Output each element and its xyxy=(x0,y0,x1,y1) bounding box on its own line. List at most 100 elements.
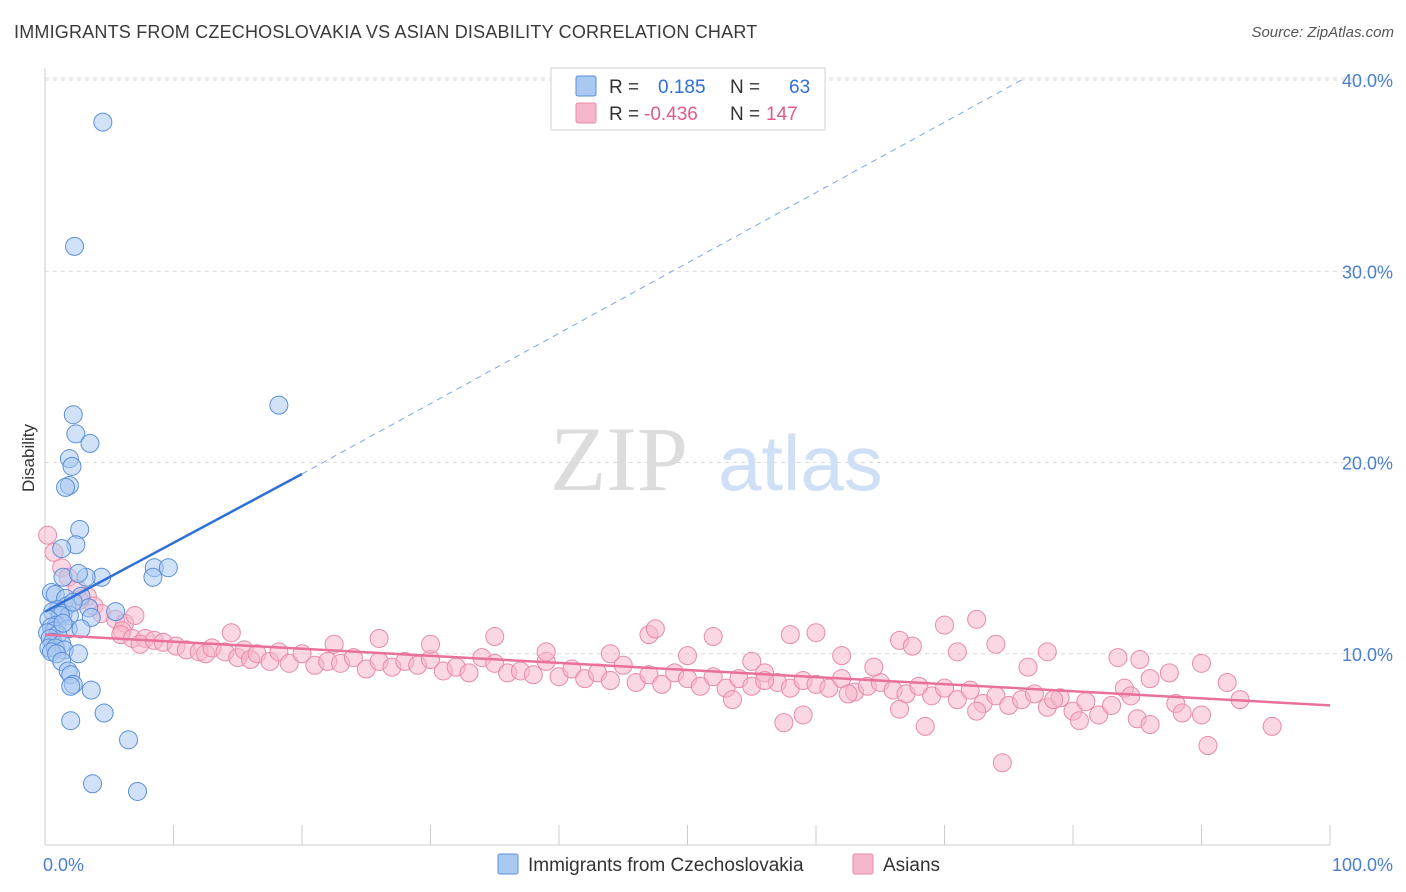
data-point-asians xyxy=(806,623,826,643)
data-point-czechoslovakia xyxy=(66,424,86,444)
data-point-asians xyxy=(523,665,543,685)
data-point-asians xyxy=(703,627,723,647)
data-point-czechoslovakia xyxy=(83,774,103,794)
asians-points xyxy=(38,525,1282,773)
y-tick-label: 30.0% xyxy=(1342,262,1393,282)
data-point-asians xyxy=(221,623,241,643)
correlation-legend: R = 0.185 N = 63 R = -0.436 N = 147 xyxy=(550,67,826,131)
data-point-asians xyxy=(1140,669,1160,689)
data-point-czechoslovakia xyxy=(52,539,72,559)
y-axis-label: Disability xyxy=(19,423,38,492)
data-point-asians xyxy=(793,705,813,725)
series-legend-label-pink: Asians xyxy=(883,855,940,876)
data-point-asians xyxy=(780,625,800,645)
axes xyxy=(44,68,1331,846)
data-point-asians xyxy=(1198,736,1218,756)
data-point-asians xyxy=(960,680,980,700)
data-point-czechoslovakia xyxy=(119,730,139,750)
trend-line-czechoslovakia xyxy=(44,472,303,613)
data-point-asians xyxy=(459,663,479,683)
data-point-asians xyxy=(600,671,620,691)
data-point-asians xyxy=(832,646,852,666)
data-point-asians xyxy=(421,634,440,654)
x-tick-label: 0.0% xyxy=(43,855,84,875)
data-point-asians xyxy=(755,671,775,691)
legend-r-label-0: R = xyxy=(609,77,639,98)
data-point-asians xyxy=(1102,695,1122,715)
data-point-asians xyxy=(324,634,344,654)
data-point-asians xyxy=(536,642,556,662)
grid-lines xyxy=(45,77,1392,655)
data-point-asians xyxy=(1172,703,1192,723)
data-point-czechoslovakia xyxy=(269,395,289,415)
data-point-czechoslovakia xyxy=(68,644,88,664)
data-point-asians xyxy=(947,690,967,710)
trend-lines xyxy=(44,79,1331,707)
data-point-asians xyxy=(947,642,967,662)
data-point-asians xyxy=(902,636,922,656)
series-legend-label-blue: Immigrants from Czechoslovakia xyxy=(528,855,804,876)
data-point-asians xyxy=(967,609,987,629)
data-point-asians xyxy=(935,615,954,635)
tick-labels: 10.0% 20.0% 30.0% 40.0% 0.0% 100.0% xyxy=(43,71,1393,875)
data-point-asians xyxy=(1018,657,1038,677)
data-point-czechoslovakia xyxy=(81,680,101,700)
data-point-asians xyxy=(1130,649,1150,669)
data-point-asians xyxy=(1076,692,1096,712)
data-point-asians xyxy=(864,657,884,677)
data-point-asians xyxy=(1044,690,1064,710)
data-point-czechoslovakia xyxy=(94,703,114,723)
data-point-asians xyxy=(279,653,299,673)
data-point-asians xyxy=(774,713,794,733)
data-point-asians xyxy=(838,684,858,704)
data-point-asians xyxy=(125,606,145,625)
data-point-czechoslovakia xyxy=(68,563,88,583)
data-point-asians xyxy=(1140,715,1160,735)
legend-r-value-0: 0.185 xyxy=(658,77,706,98)
data-point-czechoslovakia xyxy=(93,112,113,132)
data-point-asians xyxy=(1217,672,1237,692)
data-point-asians xyxy=(600,644,620,664)
data-point-czechoslovakia xyxy=(62,456,82,476)
legend-r-label-1: R = xyxy=(609,104,639,125)
data-point-czechoslovakia xyxy=(71,619,91,639)
data-point-asians xyxy=(1192,653,1211,673)
data-point-asians xyxy=(742,651,762,671)
legend-box xyxy=(550,67,826,131)
legend-n-label-0: N = xyxy=(730,77,760,98)
legend-r-value-1: -0.436 xyxy=(644,104,698,125)
data-point-asians xyxy=(1069,711,1089,731)
data-point-asians xyxy=(652,674,672,694)
data-point-asians xyxy=(1192,705,1211,725)
data-point-czechoslovakia xyxy=(63,405,83,425)
data-point-asians xyxy=(915,716,935,736)
legend-n-label-1: N = xyxy=(730,104,760,125)
data-point-asians xyxy=(967,701,987,721)
legend-swatch-blue xyxy=(575,75,597,97)
data-point-asians xyxy=(819,678,839,698)
data-point-czechoslovakia xyxy=(106,602,126,622)
data-point-czechoslovakia xyxy=(143,567,163,587)
data-point-czechoslovakia xyxy=(56,477,76,497)
chart-title: IMMIGRANTS FROM CZECHOSLOVAKIA VS ASIAN … xyxy=(14,22,758,42)
czechoslovakia-points xyxy=(38,112,289,801)
data-point-czechoslovakia xyxy=(128,781,148,801)
data-point-asians xyxy=(639,665,659,685)
data-point-asians xyxy=(38,525,58,545)
y-tick-label: 40.0% xyxy=(1342,71,1393,91)
series-legend-swatch-pink xyxy=(852,853,874,875)
data-point-czechoslovakia xyxy=(80,433,100,453)
data-point-asians xyxy=(1089,705,1109,725)
legend-n-value-1: 147 xyxy=(766,104,798,125)
data-point-asians xyxy=(1037,642,1057,662)
series-legend-swatch-blue xyxy=(497,853,519,875)
watermark-atlas: atlas xyxy=(718,419,883,507)
data-point-asians xyxy=(1262,716,1282,736)
y-tick-label: 10.0% xyxy=(1342,645,1393,665)
data-point-asians xyxy=(645,619,665,639)
data-point-czechoslovakia xyxy=(61,676,81,696)
series-legend: Immigrants from Czechoslovakia Asians xyxy=(497,853,940,876)
data-point-asians xyxy=(369,628,389,648)
data-point-asians xyxy=(992,753,1012,773)
